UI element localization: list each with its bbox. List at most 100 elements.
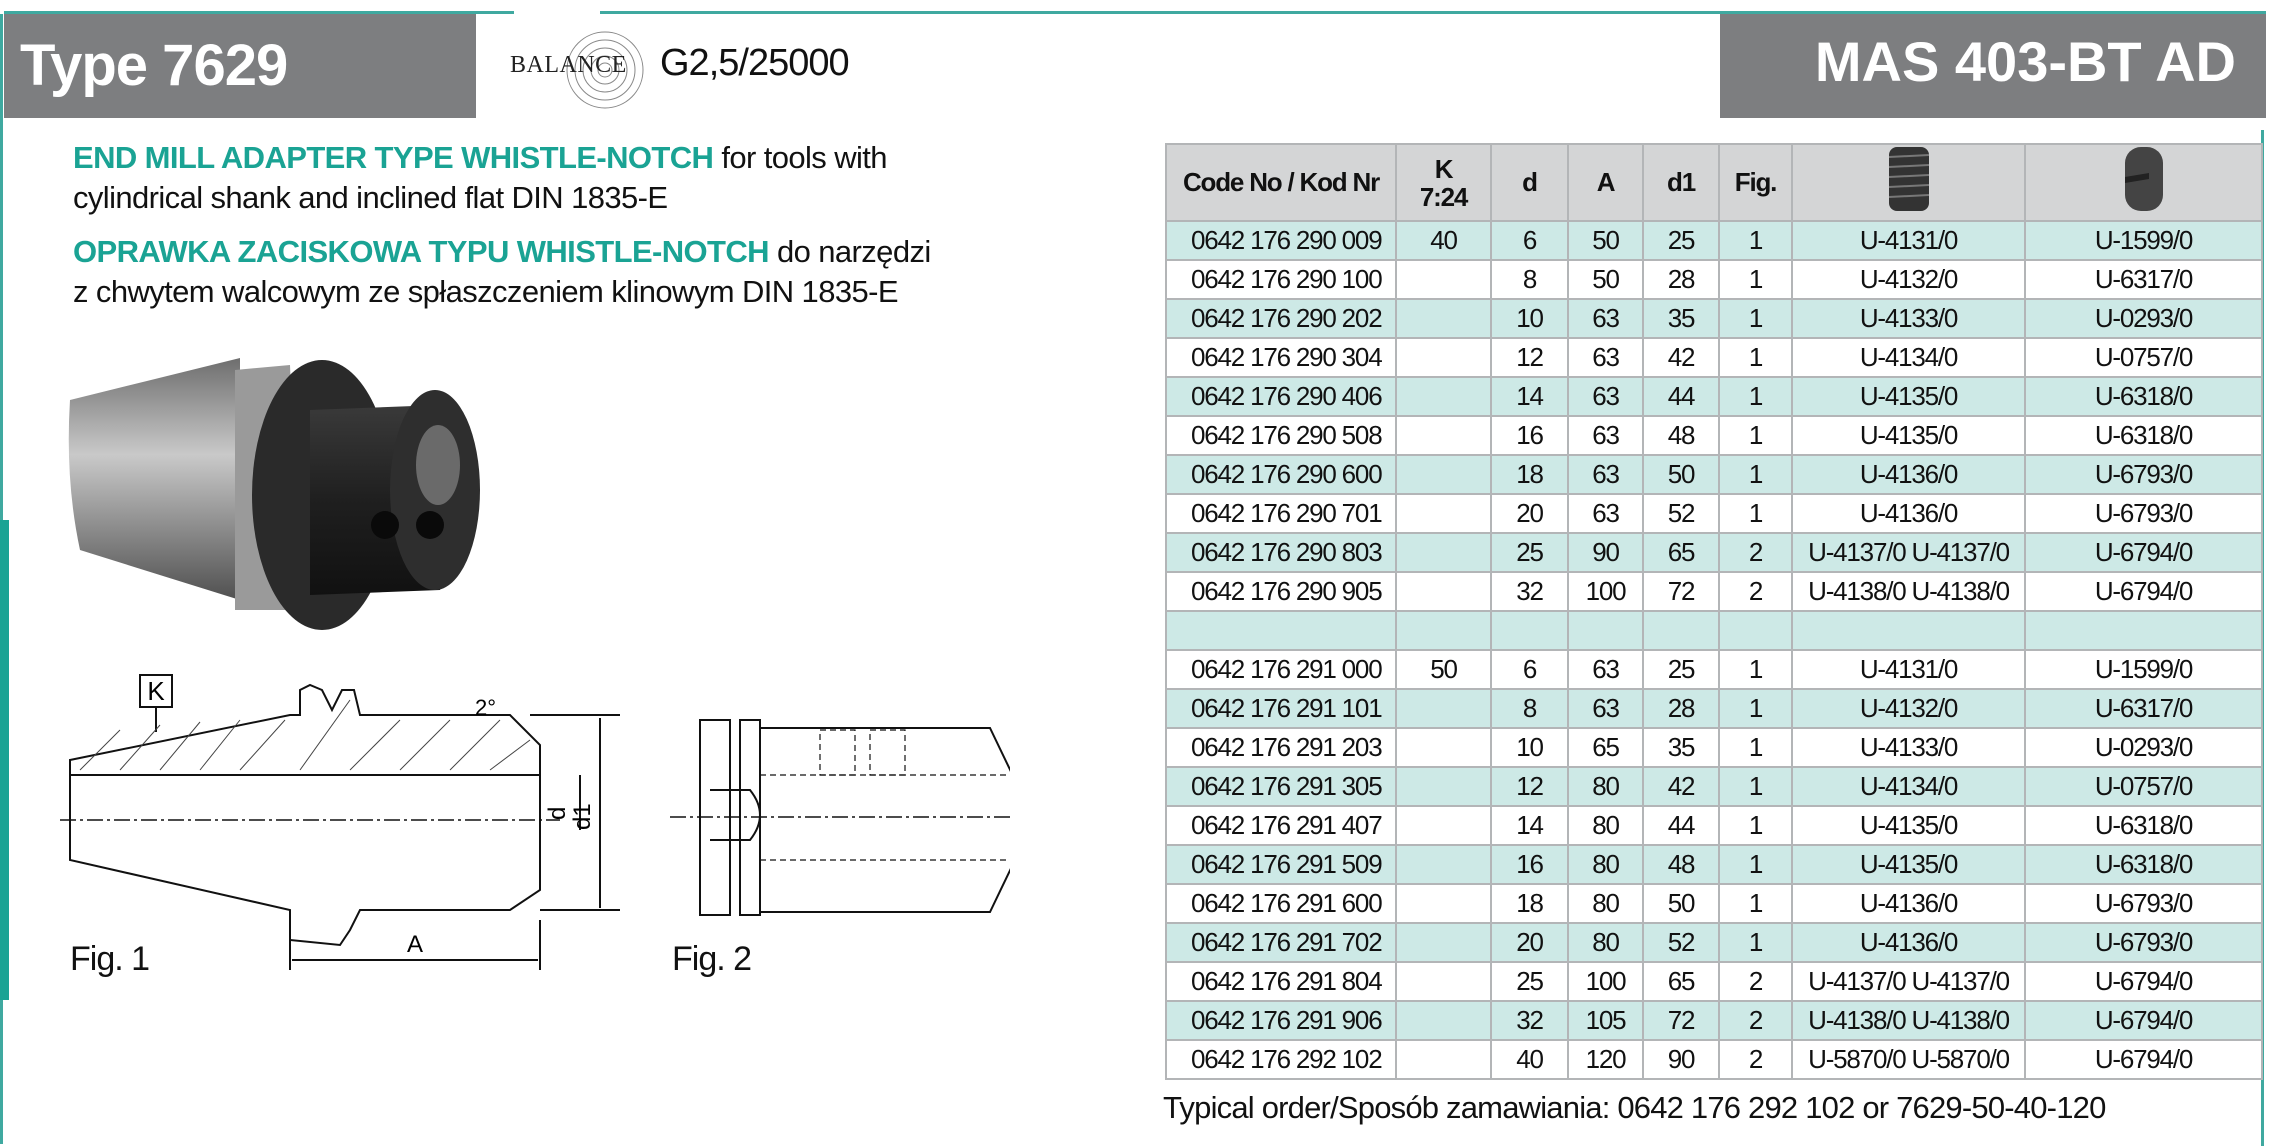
table-row: 0642 176 291 203 10 65 35 1 U-4133/0 U-0293/0 xyxy=(1165,727,2263,768)
dim-d-label: d xyxy=(544,807,571,820)
cell-plug: U-6793/0 xyxy=(2024,454,2263,495)
col-header-k-part: 7:24 xyxy=(1419,181,1468,212)
cell-plug: U-6317/0 xyxy=(2024,259,2263,300)
cell-d: 20 xyxy=(1490,922,1569,963)
cell-d: 10 xyxy=(1490,727,1569,768)
cell-d: 14 xyxy=(1490,376,1569,417)
cell-a: 63 xyxy=(1567,415,1644,456)
cell-fig: 1 xyxy=(1718,805,1793,846)
plug-screw-icon xyxy=(2124,147,2163,211)
cell-screw: U-4135/0 xyxy=(1791,805,2026,846)
col-header-code: Code No / Kod Nr xyxy=(1165,143,1397,222)
cell-d1: 72 xyxy=(1642,1000,1720,1041)
table-row: 0642 176 290 009 40 6 50 25 1 U-4131/0 U-1599/0 xyxy=(1165,220,2263,261)
cell-d1: 28 xyxy=(1642,259,1720,300)
cell-a: 63 xyxy=(1567,298,1644,339)
cell-code: 0642 176 290 701 xyxy=(1165,493,1397,534)
cell-d: 32 xyxy=(1490,1000,1569,1041)
cell-a: 63 xyxy=(1567,649,1644,690)
top-rule-right xyxy=(600,11,2266,14)
cell-d1: 25 xyxy=(1642,649,1720,690)
cell-plug: U-6317/0 xyxy=(2024,688,2263,729)
cell-k xyxy=(1395,844,1492,885)
cell-code: 0642 176 290 009 xyxy=(1165,220,1397,261)
cell-code: 0642 176 290 202 xyxy=(1165,298,1397,339)
cell-k xyxy=(1395,493,1492,534)
balance-grade: G2,5/25000 xyxy=(660,42,850,84)
balance-logo-text: BALANCE xyxy=(510,52,627,78)
cell-d: 20 xyxy=(1490,493,1569,534)
cell-code: 0642 176 291 305 xyxy=(1165,766,1397,807)
table-row: 0642 176 291 702 20 80 52 1 U-4136/0 U-6793/0 xyxy=(1165,922,2263,963)
cell-d: 12 xyxy=(1490,337,1569,378)
cell-d1: 44 xyxy=(1642,376,1720,417)
table-row: 0642 176 290 905 32 100 72 2 U-4138/0 U-4138/… xyxy=(1165,571,2263,612)
cell-k xyxy=(1395,883,1492,924)
cell-a: 50 xyxy=(1567,259,1644,300)
cell-fig: 2 xyxy=(1718,1000,1793,1041)
cell-plug: U-1599/0 xyxy=(2024,649,2263,690)
cell-code: 0642 176 291 407 xyxy=(1165,805,1397,846)
cell-d1: 90 xyxy=(1642,1039,1720,1080)
fig2-drawing xyxy=(670,719,1010,916)
cell-screw: U-4137/0 U-4137/0 xyxy=(1791,532,2026,573)
table-row: 0642 176 290 508 16 63 48 1 U-4135/0 U-6318/0 xyxy=(1165,415,2263,456)
cell-fig: 1 xyxy=(1718,844,1793,885)
angle-label: 2° xyxy=(475,695,496,720)
cell-plug: U-6794/0 xyxy=(2024,961,2263,1002)
cell-plug: U-6318/0 xyxy=(2024,415,2263,456)
cell-k xyxy=(1395,298,1492,339)
cell-d1: 50 xyxy=(1642,883,1720,924)
cell-screw: U-4135/0 xyxy=(1791,376,2026,417)
cell-code: 0642 176 290 100 xyxy=(1165,259,1397,300)
cell-screw: U-4135/0 xyxy=(1791,844,2026,885)
cell-plug: U-6793/0 xyxy=(2024,922,2263,963)
description-en: END MILL ADAPTER TYPE WHISTLE-NOTCH for … xyxy=(73,138,888,218)
cell-plug: U-6793/0 xyxy=(2024,883,2263,924)
col-header-fig: Fig. xyxy=(1718,143,1793,222)
cell-k xyxy=(1395,805,1492,846)
col-header-screw xyxy=(1791,143,2026,222)
description-pl-text: do narzędzi xyxy=(768,234,931,269)
cell-d1: 35 xyxy=(1642,727,1720,768)
cell-a: 80 xyxy=(1567,883,1644,924)
cell-code: 0642 176 291 804 xyxy=(1165,961,1397,1002)
cell-d1: 52 xyxy=(1642,922,1720,963)
balance-logo xyxy=(566,31,644,109)
description-en-text: for tools with xyxy=(713,140,887,175)
cell-d: 8 xyxy=(1490,259,1569,300)
cell-d: 16 xyxy=(1490,415,1569,456)
cell-k xyxy=(1395,532,1492,573)
table-row: 0642 176 290 701 20 63 52 1 U-4136/0 U-6793/0 xyxy=(1165,493,2263,534)
cell-fig: 1 xyxy=(1718,688,1793,729)
cell-a: 100 xyxy=(1567,571,1644,612)
cell-fig xyxy=(1718,610,1793,651)
cell-d: 18 xyxy=(1490,454,1569,495)
cell-k xyxy=(1395,376,1492,417)
cell-plug: U-6794/0 xyxy=(2024,532,2263,573)
cell-d1 xyxy=(1642,610,1720,651)
cell-screw: U-4138/0 U-4138/0 xyxy=(1791,571,2026,612)
cell-code: 0642 176 291 906 xyxy=(1165,1000,1397,1041)
cell-screw: U-4134/0 xyxy=(1791,337,2026,378)
cell-a: 80 xyxy=(1567,766,1644,807)
table-row: 0642 176 290 100 8 50 28 1 U-4132/0 U-6317/0 xyxy=(1165,259,2263,300)
cell-a: 90 xyxy=(1567,532,1644,573)
table-row: 0642 176 292 102 40 120 90 2 U-5870/0 U-5870/… xyxy=(1165,1039,2263,1080)
col-header-a: A xyxy=(1567,143,1644,222)
table-row: 0642 176 291 000 50 6 63 25 1 U-4131/0 U-1599/0 xyxy=(1165,649,2263,690)
cell-fig: 2 xyxy=(1718,571,1793,612)
cell-plug xyxy=(2024,610,2263,651)
cell-fig: 1 xyxy=(1718,220,1793,261)
col-header-plug xyxy=(2024,143,2263,222)
cell-code: 0642 176 292 102 xyxy=(1165,1039,1397,1080)
table-row: 0642 176 291 509 16 80 48 1 U-4135/0 U-6318/0 xyxy=(1165,844,2263,885)
cell-screw: U-4136/0 xyxy=(1791,883,2026,924)
col-header-k-part: K xyxy=(1434,153,1454,184)
col-header-d1: d1 xyxy=(1642,143,1720,222)
fig1-label: Fig. 1 xyxy=(70,940,150,978)
product-table: Code No / Kod Nr K 7:24 d A d1 Fig. 0642 … xyxy=(1165,143,2263,1080)
table-row: 0642 176 290 406 14 63 44 1 U-4135/0 U-6318/0 xyxy=(1165,376,2263,417)
screw-icon xyxy=(1888,147,1929,211)
cell-k: 50 xyxy=(1395,649,1492,690)
